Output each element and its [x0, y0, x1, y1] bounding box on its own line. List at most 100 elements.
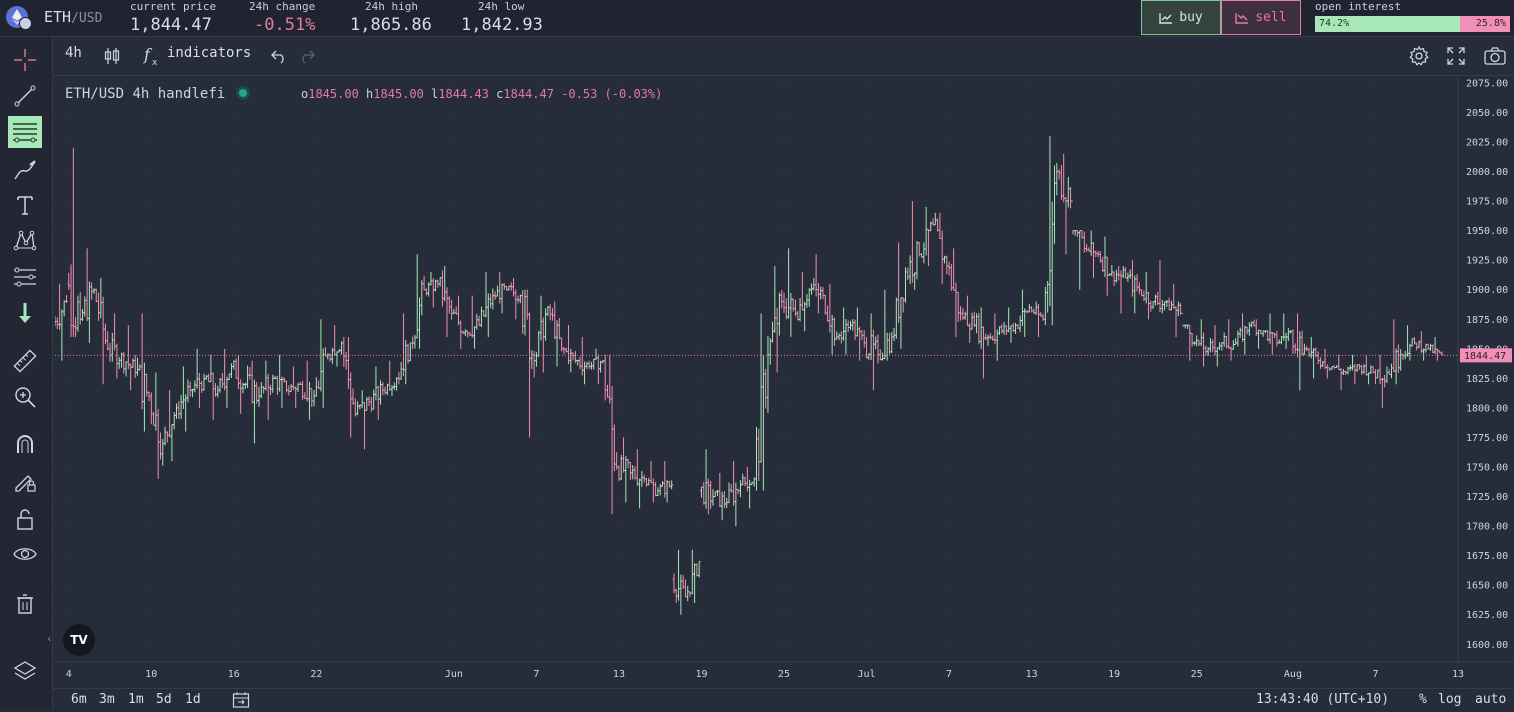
interval-selector[interactable]: 4h: [65, 45, 82, 61]
trend-line-icon[interactable]: [8, 80, 42, 112]
buy-button[interactable]: buy: [1141, 0, 1221, 35]
ohlc-bar: [1234, 338, 1238, 346]
crosshair-icon[interactable]: [8, 44, 42, 76]
magnet-icon[interactable]: [8, 429, 42, 461]
ohlc-bar: [766, 336, 770, 413]
stat-24h-high-value: 1,865.86: [350, 15, 432, 35]
settings-gear-icon[interactable]: [1408, 45, 1430, 71]
camera-icon[interactable]: [1483, 46, 1507, 70]
ohlc-bar: [369, 396, 373, 412]
ohlc-bar: [363, 402, 366, 450]
ohlc-high-label: h: [366, 87, 374, 101]
ohlc-bar: [761, 354, 765, 491]
time-tick-label: Jul: [858, 669, 876, 680]
ohlc-bar: [800, 272, 804, 311]
ohlc-bar: [1351, 354, 1354, 371]
range-1d[interactable]: 1d: [185, 692, 201, 707]
ohlc-bar: [1085, 243, 1089, 252]
undo-icon[interactable]: [270, 48, 288, 68]
auto-scale-toggle[interactable]: auto: [1475, 692, 1507, 707]
ohlc-bar: [204, 374, 208, 380]
ohlc-bar: [567, 325, 570, 365]
ohlc-bar: [629, 461, 632, 480]
ohlc-bar: [216, 385, 220, 398]
time-tick-label: 25: [1191, 669, 1203, 680]
live-status-dot: [239, 89, 248, 97]
log-scale-toggle[interactable]: log: [1438, 692, 1462, 707]
ohlc-bar: [548, 304, 552, 321]
ohlc-bar: [920, 253, 923, 258]
fullscreen-icon[interactable]: [1446, 46, 1466, 70]
ohlc-bar: [764, 368, 768, 409]
range-6m[interactable]: 6m: [71, 692, 87, 707]
ohlc-bar: [69, 264, 73, 337]
ohlc-bar: [551, 307, 554, 321]
ohlc-bar: [1142, 290, 1146, 302]
ohlc-bar: [970, 312, 974, 330]
ohlc-bar: [904, 267, 907, 303]
pattern-icon[interactable]: [8, 224, 42, 256]
ohlc-bar: [1410, 338, 1414, 347]
eth-logo-icon: [6, 6, 32, 30]
price-chart[interactable]: 1600.00 1625.00 1650.00 1675.00 1700.00 1725.…: [55, 77, 1514, 687]
range-5d[interactable]: 5d: [156, 692, 172, 707]
lock-drawing-icon[interactable]: [8, 465, 42, 497]
candle-style-icon[interactable]: [103, 47, 121, 69]
ohlc-bar: [431, 278, 435, 308]
price-tick-label: 1725.00: [1466, 492, 1508, 503]
ohlc-bar: [1433, 337, 1437, 355]
ohlc-bar: [1229, 346, 1233, 361]
ruler-icon[interactable]: [8, 345, 42, 377]
ohlc-bar: [679, 574, 683, 615]
ohlc-bar: [429, 272, 433, 286]
range-3m[interactable]: 3m: [99, 692, 115, 707]
ohlc-bar: [1158, 260, 1162, 313]
goto-date-icon[interactable]: [232, 691, 250, 712]
arrow-down-icon[interactable]: [8, 297, 42, 329]
ohlc-bar: [108, 342, 112, 362]
unlock-icon[interactable]: [8, 503, 42, 535]
ohlc-bar: [1092, 242, 1095, 278]
top-header: ETH/USD current price 1,844.47 24h chang…: [0, 0, 1514, 37]
ohlc-bar: [1000, 324, 1004, 334]
redo-icon[interactable]: [298, 48, 316, 68]
ohlc-bar: [259, 382, 263, 399]
ohlc-change-pct: (-0.03%): [604, 87, 663, 101]
layers-icon[interactable]: [8, 655, 42, 687]
ohlc-bar: [408, 342, 412, 362]
ohlc-bar: [239, 379, 243, 414]
pair-selector[interactable]: ETH/USD: [44, 8, 102, 26]
ohlc-bar: [936, 218, 940, 232]
ohlc-bar: [154, 372, 158, 431]
ohlc-bar: [573, 350, 577, 364]
percent-scale-toggle[interactable]: %: [1419, 692, 1427, 707]
ohlc-bar: [1227, 319, 1231, 349]
ohlc-bar: [649, 461, 653, 484]
text-icon[interactable]: [8, 189, 42, 221]
ohlc-bar: [136, 357, 139, 376]
ohlc-bar: [71, 147, 75, 337]
horizontal-lines-icon[interactable]: [8, 116, 42, 148]
ohlc-bar: [1147, 291, 1150, 320]
ohlc-bar: [1394, 348, 1398, 385]
ohlc-bar: [603, 354, 607, 401]
prediction-icon[interactable]: [8, 261, 42, 293]
time-tick-label: 7: [946, 669, 952, 680]
ohlc-bar: [1181, 312, 1185, 327]
zoom-in-icon[interactable]: [8, 381, 42, 413]
eye-icon[interactable]: [8, 538, 42, 570]
indicators-button[interactable]: indicators: [167, 45, 252, 61]
ohlc-bar: [816, 282, 820, 314]
ohlc-bar: [1046, 281, 1050, 313]
tradingview-logo[interactable]: TV: [63, 624, 95, 656]
sell-button[interactable]: sell: [1221, 0, 1301, 35]
stat-24h-change-value: -0.51%: [254, 15, 316, 35]
ohlc-bar: [195, 348, 199, 389]
clock-timezone[interactable]: 13:43:40 (UTC+10): [1256, 692, 1390, 707]
range-1m[interactable]: 1m: [128, 692, 144, 707]
trash-icon[interactable]: [8, 588, 42, 620]
ohlc-bar: [1374, 369, 1377, 384]
brush-icon[interactable]: [8, 154, 42, 186]
collapse-sidebar-arrow[interactable]: ‹: [46, 632, 53, 645]
